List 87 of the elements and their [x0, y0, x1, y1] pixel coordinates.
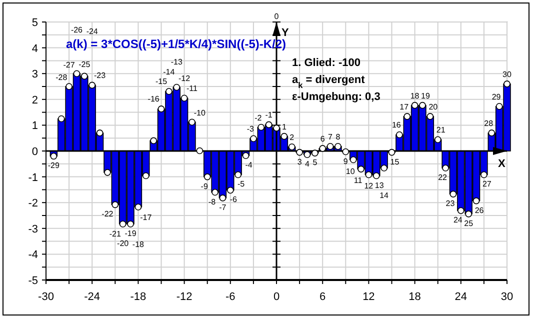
x-tick-label: -6: [226, 291, 236, 303]
text: -26: [70, 26, 83, 35]
x-tick-label: 24: [454, 291, 468, 303]
y-axis-title: Y: [282, 27, 290, 39]
text: -8: [208, 197, 216, 206]
annotation: ε-Umgebung: 0,3: [292, 91, 380, 103]
text: 27: [482, 180, 492, 189]
text: -24: [86, 27, 98, 36]
text: 24: [453, 216, 462, 225]
text: 14: [380, 191, 389, 200]
text: 28: [484, 118, 494, 128]
text: -29: [48, 161, 60, 170]
text: -6: [230, 195, 237, 204]
y-tick-label: -5: [28, 275, 38, 287]
text: 0: [274, 12, 279, 22]
text: -22: [102, 209, 114, 218]
text: -20: [117, 239, 129, 248]
text: 19: [421, 91, 430, 100]
text: -12: [178, 74, 190, 84]
x-tick-label: -30: [38, 291, 54, 303]
text: -17: [140, 212, 152, 222]
text: 17: [400, 102, 409, 112]
text: 4: [305, 160, 310, 169]
text: 26: [474, 206, 484, 215]
y-tick-label: -4: [28, 249, 38, 262]
text: -1: [265, 110, 272, 120]
annotation: 1. Glied: -100: [292, 57, 360, 69]
text: -5: [238, 180, 245, 189]
text: -23: [94, 70, 106, 80]
text: -27: [63, 60, 75, 70]
text: 11: [354, 176, 362, 186]
text: -9: [200, 182, 208, 191]
text: 5: [312, 158, 318, 168]
x-tick-label: -18: [130, 291, 146, 303]
text: -4: [245, 160, 252, 170]
text: -25: [78, 60, 90, 70]
text: 18: [410, 91, 420, 100]
y-tick-label: 2: [32, 94, 38, 106]
y-tick-label: -3: [28, 223, 38, 236]
text: -21: [109, 230, 121, 239]
text: 8: [336, 132, 340, 142]
text: 2: [290, 132, 294, 142]
annotation: a$_{k}$ = divergent: [292, 74, 366, 90]
text: 21: [436, 126, 446, 135]
text: 1: [282, 122, 286, 132]
text: 9: [343, 156, 348, 166]
x-tick-label: 30: [500, 291, 514, 303]
text: -2: [254, 113, 262, 122]
text: 13: [374, 180, 384, 190]
text: -16: [148, 94, 160, 104]
x-tick-label: 6: [320, 291, 326, 303]
text: -3: [246, 124, 254, 134]
text: 29: [492, 92, 501, 102]
text: -28: [56, 72, 68, 82]
text: -19: [124, 229, 136, 238]
text: 6: [320, 134, 325, 144]
text: 23: [446, 199, 455, 208]
x-axis-title: X: [498, 158, 506, 170]
text: -14: [163, 67, 175, 76]
x-tick-label: -24: [84, 291, 100, 303]
y-tick-label: -2: [28, 198, 38, 210]
x-tick-label: 0: [273, 291, 280, 303]
y-tick-label: 1: [32, 120, 38, 132]
text: -10: [194, 108, 206, 118]
text: -7: [219, 202, 226, 212]
y-tick-label: 5: [32, 17, 38, 29]
text: 12: [364, 182, 374, 191]
text: 10: [346, 166, 355, 176]
text: 16: [392, 120, 401, 130]
text: -11: [186, 84, 198, 94]
text: 22: [438, 173, 447, 182]
x-tick-label: 18: [408, 291, 421, 303]
text: 30: [502, 70, 512, 79]
text: -18: [132, 240, 144, 249]
text: 15: [390, 157, 400, 166]
y-tick-label: 0: [32, 146, 38, 158]
text: 3: [297, 157, 302, 166]
y-tick-label: -1: [28, 172, 38, 184]
x-tick-label: -12: [176, 291, 192, 303]
text: -13: [170, 57, 182, 66]
x-tick-label: 12: [362, 291, 375, 303]
y-tick-label: 4: [32, 42, 38, 55]
y-tick-label: 3: [32, 68, 38, 81]
text: 7: [328, 132, 333, 142]
text: 25: [464, 218, 474, 228]
text: -15: [155, 76, 168, 86]
text: 20: [428, 102, 438, 112]
